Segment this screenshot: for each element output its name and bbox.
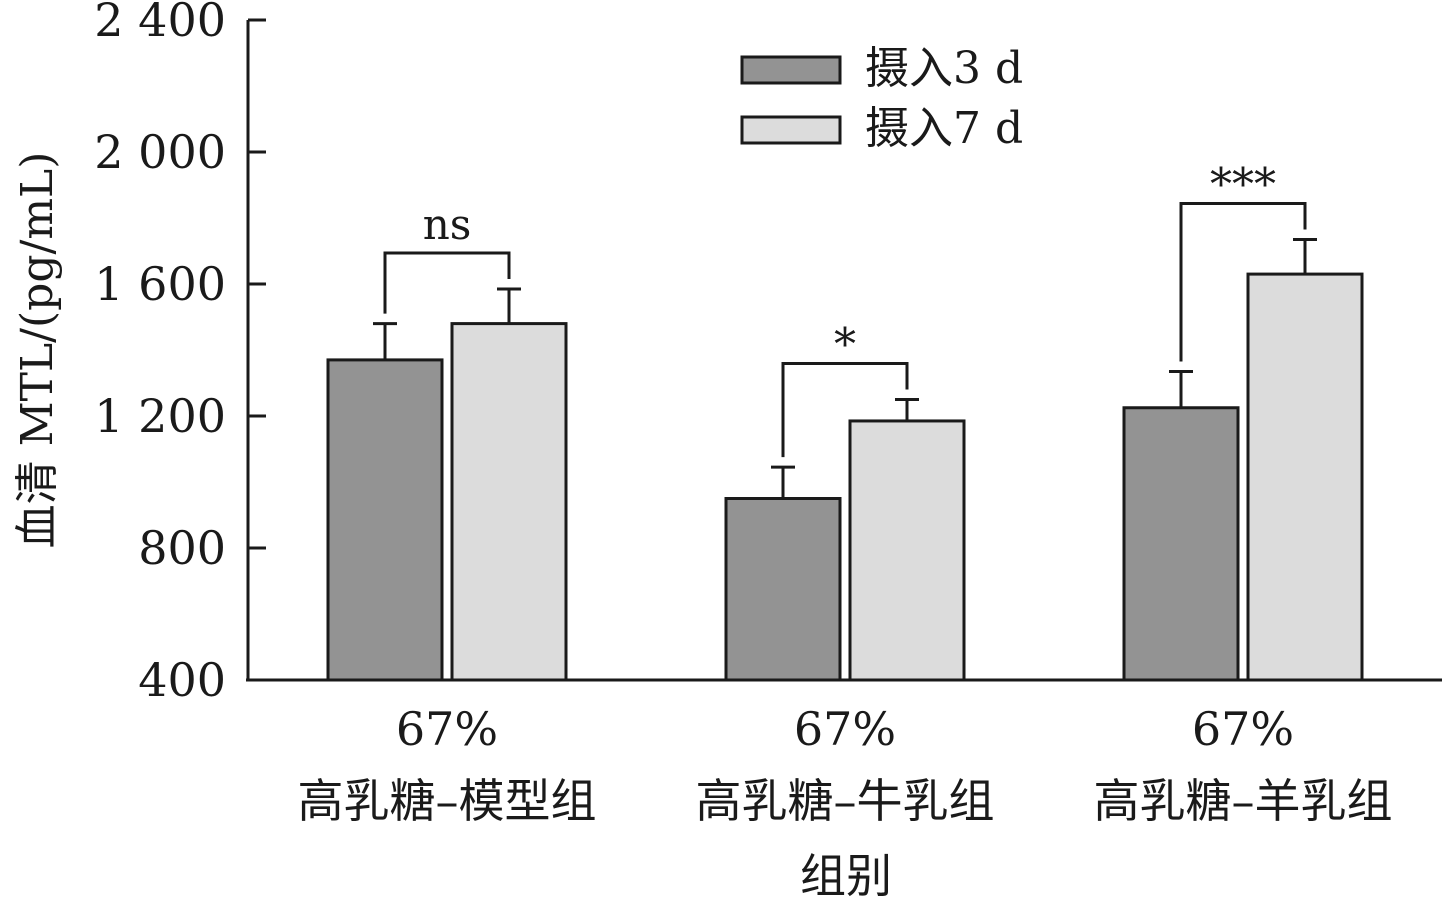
bar xyxy=(724,497,842,682)
legend-label-3d: 摄入3 d xyxy=(865,43,1023,94)
significance-label: *** xyxy=(1210,159,1276,210)
y-axis-ticks: 400 800 1 200 1 600 2 000 2 400 xyxy=(94,0,266,707)
x-category-label-line2: 高乳糖–模型组 xyxy=(298,774,597,828)
x-category-label-line2: 高乳糖–牛乳组 xyxy=(696,774,995,828)
legend: 摄入3 d 摄入7 d xyxy=(740,43,1023,154)
y-tick-label: 1 200 xyxy=(94,389,226,443)
y-tick-label: 800 xyxy=(138,521,226,575)
y-tick-label: 1 600 xyxy=(94,257,226,311)
bar xyxy=(450,322,568,682)
significance-bracket xyxy=(781,362,909,458)
bar xyxy=(326,358,444,682)
significance-bracket xyxy=(383,251,511,314)
x-category-label-line1: 67% xyxy=(794,702,896,756)
x-category-label-line2: 高乳糖–羊乳组 xyxy=(1094,774,1393,828)
y-axis-title: 血清 MTL/(pg/mL) xyxy=(12,152,63,549)
y-tick-label: 400 xyxy=(138,653,226,707)
y-tick-label: 2 000 xyxy=(94,125,226,179)
significance-brackets: ns**** xyxy=(383,159,1307,458)
bars-group xyxy=(326,272,1364,682)
y-tick-label: 2 400 xyxy=(94,0,226,47)
significance-bracket xyxy=(1179,201,1307,362)
legend-swatch-3d xyxy=(740,55,842,85)
x-axis-category-labels: 67% 高乳糖–模型组 67% 高乳糖–牛乳组 67% 高乳糖–羊乳组 xyxy=(298,702,1393,828)
significance-label: ns xyxy=(423,200,472,249)
legend-label-7d: 摄入7 d xyxy=(865,103,1023,154)
error-bars-group xyxy=(373,237,1317,499)
bar xyxy=(848,419,966,682)
x-category-label-line1: 67% xyxy=(396,702,498,756)
x-axis-title: 组别 xyxy=(800,849,892,903)
x-category-label-line1: 67% xyxy=(1192,702,1294,756)
legend-swatch-7d xyxy=(740,115,842,145)
significance-label: * xyxy=(834,320,856,371)
bar xyxy=(1246,272,1364,682)
bar xyxy=(1122,406,1240,682)
